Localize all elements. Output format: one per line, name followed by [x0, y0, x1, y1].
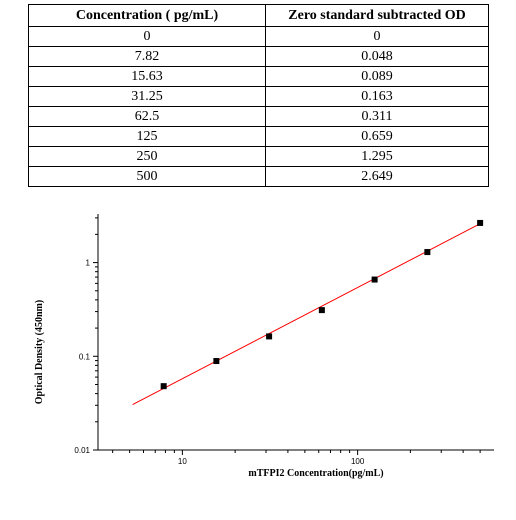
cell-concentration: 0	[28, 26, 266, 47]
y-tick-label: 0.01	[74, 446, 90, 455]
table-row: 7.82 0.048	[28, 46, 489, 67]
x-tick-label: 100	[351, 457, 365, 466]
y-tick-label: 1	[86, 259, 91, 268]
fit-line-layer	[132, 223, 481, 406]
data-points-layer	[160, 219, 484, 390]
y-tick-label: 0.1	[79, 352, 91, 361]
cell-concentration: 7.82	[28, 46, 266, 67]
cell-od: 2.649	[265, 166, 489, 187]
fit-line	[132, 223, 481, 406]
data-point	[424, 249, 431, 256]
table-header-row: Concentration ( pg/mL) Zero standard sub…	[28, 4, 489, 27]
cell-concentration: 500	[28, 166, 266, 187]
y-axis-title: Optical Density (450nm)	[34, 300, 45, 404]
table-row: 500 2.649	[28, 166, 489, 187]
cell-od: 1.295	[265, 146, 489, 167]
x-axis-title: mTFPI2 Concentration(pg/mL)	[248, 468, 383, 479]
data-point	[318, 307, 325, 314]
cell-od: 0.311	[265, 106, 489, 127]
cell-concentration: 125	[28, 126, 266, 147]
cell-concentration: 15.63	[28, 66, 266, 87]
table-row: 125 0.659	[28, 126, 489, 147]
data-point	[160, 383, 167, 390]
table-row: 0 0	[28, 26, 489, 47]
table-row: 15.63 0.089	[28, 66, 489, 87]
cell-concentration: 62.5	[28, 106, 266, 127]
table-row: 31.25 0.163	[28, 86, 489, 107]
x-tick-label: 10	[178, 457, 187, 466]
data-point	[266, 333, 273, 340]
cell-od: 0.163	[265, 86, 489, 107]
table-row: 250 1.295	[28, 146, 489, 167]
cell-concentration: 31.25	[28, 86, 266, 107]
data-point	[371, 276, 378, 283]
column-header-concentration: Concentration ( pg/mL)	[28, 4, 266, 27]
cell-od: 0.048	[265, 46, 489, 67]
axis-ticks: 10 100 0.01 0.1 1	[74, 217, 481, 466]
cell-od: 0.089	[265, 66, 489, 87]
cell-concentration: 250	[28, 146, 266, 167]
cell-od: 0.659	[265, 126, 489, 147]
table-row: 62.5 0.311	[28, 106, 489, 127]
cell-od: 0	[265, 26, 489, 47]
data-point	[213, 358, 220, 365]
standard-curve-chart: 10 100 0.01 0.1 1 mTFPI2 Concentration(pg/mL…	[34, 214, 494, 479]
standard-curve-table: Concentration ( pg/mL) Zero standard sub…	[28, 4, 489, 187]
column-header-od: Zero standard subtracted OD	[265, 4, 489, 27]
plot-frame	[97, 214, 494, 451]
data-point	[477, 219, 484, 226]
